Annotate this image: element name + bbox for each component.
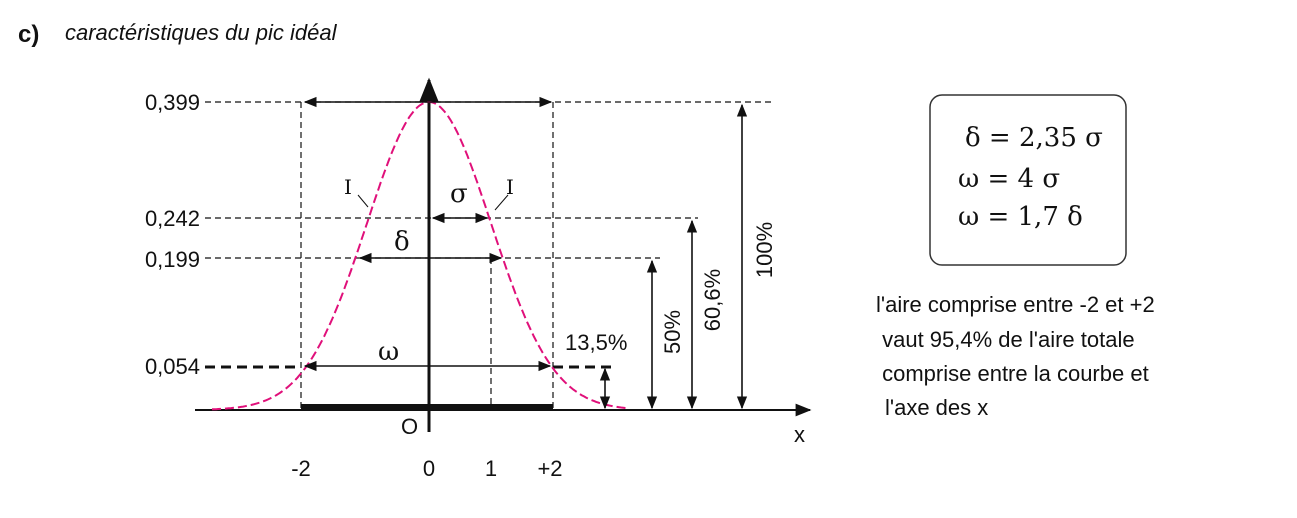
pointer: [494, 194, 509, 211]
height-label: 60,6%: [700, 269, 725, 331]
formula: ω = 1,7 δ: [958, 202, 1083, 232]
height-label: 100%: [752, 222, 777, 278]
width-label: δ: [394, 227, 410, 257]
gaussian-curve: [211, 101, 628, 411]
x-label: 0: [423, 456, 435, 481]
x-label: 1: [485, 456, 497, 481]
formula-box: [929, 94, 1127, 266]
note-line: l'aire comprise entre -2 et +2: [876, 292, 1155, 317]
y-label: 0,242: [145, 206, 200, 231]
x-label: -2: [291, 456, 311, 481]
x-label: +2: [537, 456, 562, 481]
inflection-label: I: [344, 175, 352, 199]
width-label: σ: [450, 179, 468, 209]
note-line: vaut 95,4% de l'aire totale: [876, 327, 1135, 352]
note-line: l'axe des x: [885, 395, 988, 420]
section-title: caractéristiques du pic idéal: [65, 20, 338, 45]
note-line: comprise entre la courbe et: [876, 361, 1149, 386]
height-label: 50%: [660, 310, 685, 354]
y-label: 0,199: [145, 247, 200, 272]
pointer: [357, 194, 369, 208]
y-label: 0,054: [145, 354, 200, 379]
height-label: 13,5%: [565, 330, 627, 355]
origin-label: O: [401, 414, 418, 439]
formula: δ = 2,35 σ: [965, 123, 1103, 153]
y-label: 0,399: [145, 90, 200, 115]
section-label: c): [18, 21, 39, 48]
width-label: ω: [378, 337, 399, 367]
formula: ω = 4 σ: [958, 164, 1060, 194]
axis-label: x: [794, 422, 805, 447]
inflection-label: I: [506, 175, 514, 199]
